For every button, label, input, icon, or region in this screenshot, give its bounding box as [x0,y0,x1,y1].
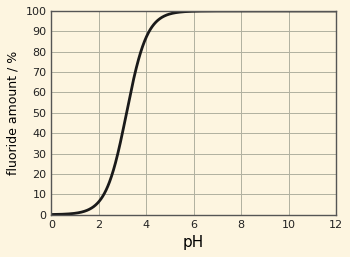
X-axis label: pH: pH [183,235,204,250]
Y-axis label: fluoride amount / %: fluoride amount / % [7,51,20,175]
